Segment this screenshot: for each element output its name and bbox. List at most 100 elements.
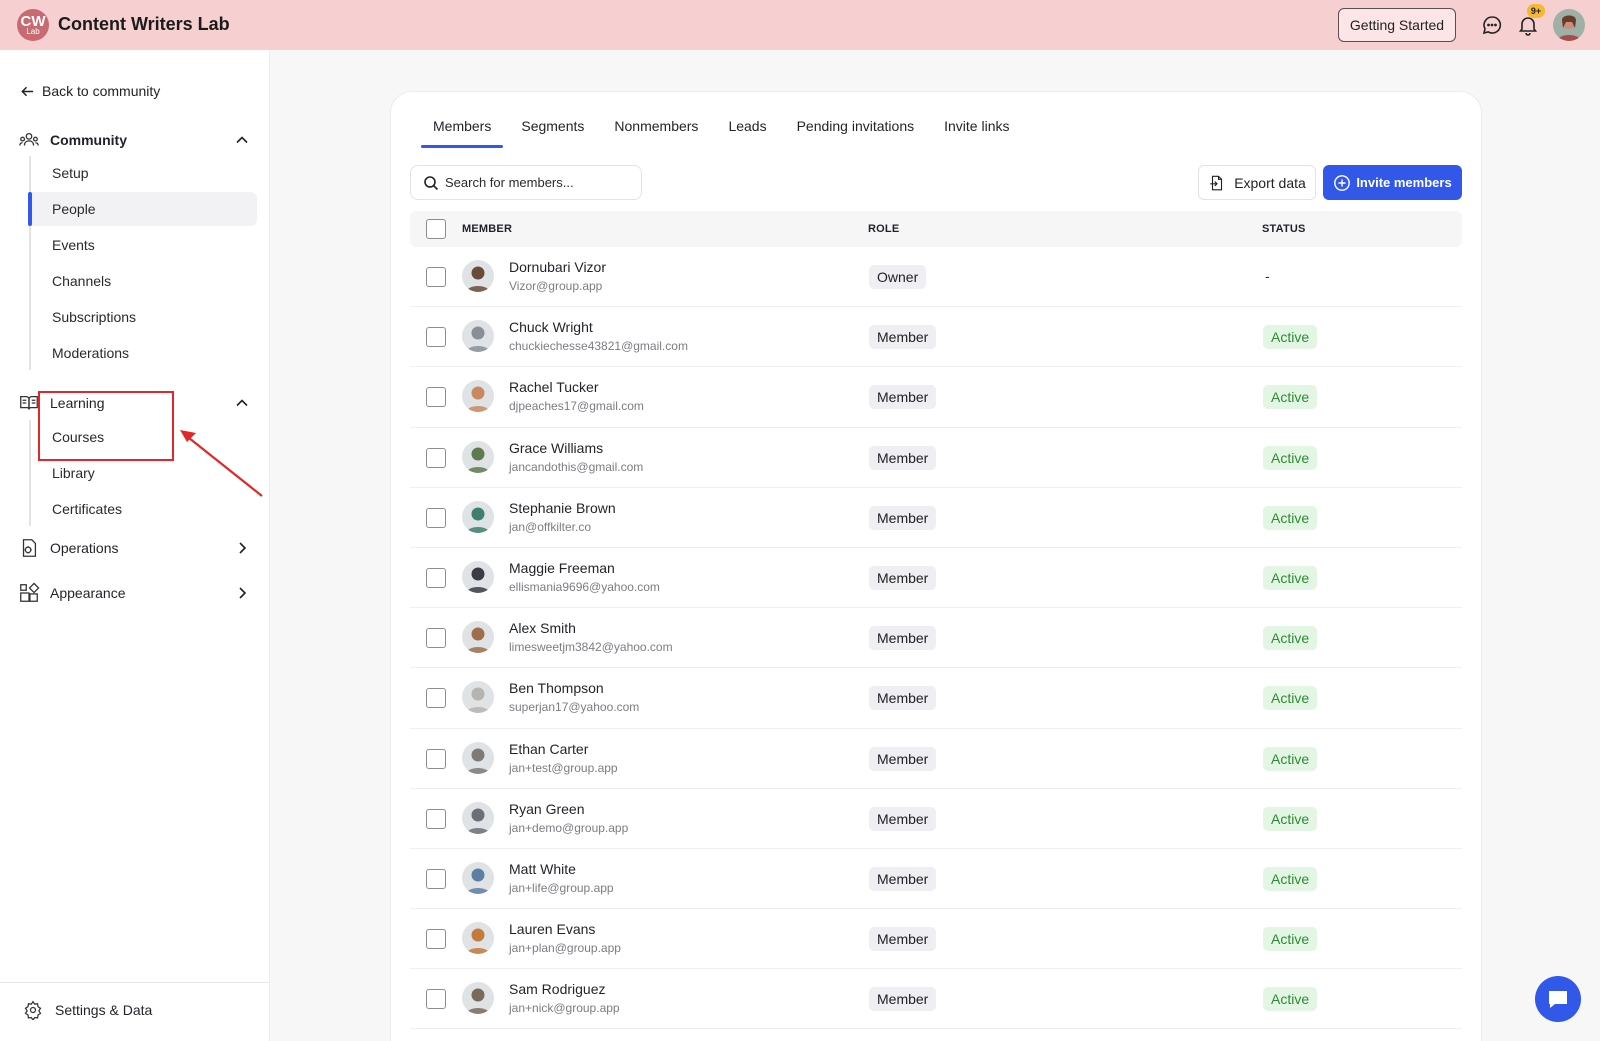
role-badge[interactable]: Member [869,686,937,711]
row-checkbox[interactable] [426,688,446,709]
role-badge[interactable]: Member [869,987,937,1012]
sidebar-item-subscriptions[interactable]: Subscriptions [52,309,137,325]
avatar[interactable] [462,741,494,774]
chevron-right-icon[interactable] [234,540,250,556]
invite-members-button[interactable]: Invite members [1323,165,1462,200]
table-row[interactable]: Maggie Freeman ellismania9696@yahoo.com … [410,548,1462,609]
col-header-role[interactable]: ROLE [868,223,900,235]
chat-icon[interactable] [1480,13,1504,37]
role-badge[interactable]: Member [869,385,937,410]
member-name[interactable]: Ben Thompson [509,680,604,697]
select-all-checkbox[interactable] [426,219,446,239]
row-checkbox[interactable] [426,507,446,528]
sidebar-section-community[interactable]: Community [18,127,250,153]
avatar[interactable] [462,982,494,1015]
sidebar-section-appearance[interactable]: Appearance [18,580,250,606]
member-name[interactable]: Stephanie Brown [509,499,616,516]
tab-nonmembers[interactable]: Nonmembers [614,118,699,134]
avatar[interactable] [462,681,494,714]
sidebar-item-events[interactable]: Events [52,237,95,253]
member-name[interactable]: Alex Smith [509,620,576,637]
avatar[interactable] [462,922,494,955]
table-row[interactable]: Lauren Evans jan+plan@group.app Member A… [410,909,1462,970]
row-checkbox[interactable] [426,989,446,1010]
search-input[interactable] [445,175,635,190]
table-row[interactable]: Stephanie Brown jan@offkilter.co Member … [410,488,1462,548]
avatar[interactable] [462,440,494,473]
avatar[interactable] [462,380,494,413]
avatar[interactable] [462,621,494,654]
role-badge[interactable]: Member [869,806,937,831]
chevron-right-icon[interactable] [234,585,250,601]
row-checkbox[interactable] [426,748,446,769]
tab-leads[interactable]: Leads [728,118,767,134]
role-badge[interactable]: Member [869,565,937,590]
table-row[interactable]: Rachel Tucker djpeaches17@gmail.com Memb… [410,367,1462,428]
role-badge[interactable]: Member [869,505,937,530]
col-header-status[interactable]: STATUS [1262,223,1306,235]
role-badge[interactable]: Owner [869,265,927,289]
member-name[interactable]: Ethan Carter [509,740,589,757]
sidebar-item-channels[interactable]: Channels [52,273,112,289]
table-row[interactable]: Sam Rodriguez jan+nick@group.app Member … [410,969,1462,1030]
app-title[interactable]: Content Writers Lab [58,14,230,34]
tab-pending-invitations[interactable]: Pending invitations [796,118,915,134]
sidebar-item-people[interactable]: People [31,192,257,226]
sidebar-item-courses[interactable]: Courses [52,429,105,445]
member-name[interactable]: Grace Williams [509,439,604,456]
export-data-button[interactable]: Export data [1198,165,1316,200]
member-name[interactable]: Sam Rodriguez [509,981,606,998]
member-name[interactable]: Lauren Evans [509,921,596,938]
app-logo[interactable]: CW Lab [17,9,49,41]
avatar[interactable] [462,500,494,533]
user-avatar[interactable] [1553,9,1585,41]
avatar[interactable] [462,320,494,353]
table-row[interactable]: Chuck Wright chuckiechesse43821@gmail.co… [410,307,1462,368]
avatar[interactable] [462,861,494,894]
member-name[interactable]: Rachel Tucker [509,379,599,396]
sidebar-item-library[interactable]: Library [52,465,95,481]
chevron-up-icon[interactable] [234,395,250,411]
tab-segments[interactable]: Segments [521,118,585,134]
row-checkbox[interactable] [426,929,446,950]
role-badge[interactable]: Member [869,626,937,651]
avatar[interactable] [462,560,494,593]
table-row[interactable]: Matt White jan+life@group.app Member Act… [410,849,1462,910]
table-row[interactable]: Ethan Carter jan+test@group.app Member A… [410,729,1462,789]
col-header-member[interactable]: MEMBER [462,223,513,235]
avatar[interactable] [462,801,494,834]
tab-members[interactable]: Members [421,118,504,148]
sidebar-item-setup[interactable]: Setup [52,165,89,181]
getting-started-button[interactable]: Getting Started [1338,8,1456,42]
member-name[interactable]: Matt White [509,860,576,877]
sidebar-section-learning[interactable]: Learning [18,390,250,416]
table-row[interactable]: Alex Smith limesweetjm3842@yahoo.com Mem… [410,608,1462,669]
table-row[interactable]: Ryan Green jan+demo@group.app Member Act… [410,789,1462,849]
table-row[interactable]: Ben Thompson superjan17@yahoo.com Member… [410,668,1462,729]
role-badge[interactable]: Member [869,445,937,470]
row-checkbox[interactable] [426,327,446,348]
sidebar-section-operations[interactable]: Operations [18,535,250,561]
row-checkbox[interactable] [426,628,446,649]
role-badge[interactable]: Member [869,866,937,891]
role-badge[interactable]: Member [869,746,937,771]
row-checkbox[interactable] [426,267,446,287]
row-checkbox[interactable] [426,387,446,408]
member-name[interactable]: Ryan Green [509,800,585,817]
member-name[interactable]: Maggie Freeman [509,559,615,576]
row-checkbox[interactable] [426,808,446,829]
row-checkbox[interactable] [426,567,446,588]
member-name[interactable]: Chuck Wright [509,319,593,336]
avatar[interactable] [462,260,494,292]
row-checkbox[interactable] [426,447,446,468]
table-row[interactable]: Dornubari Vizor Vizor@group.app Owner - [410,247,1462,308]
search-box[interactable] [410,165,642,200]
table-row[interactable]: Grace Williams jancandothis@gmail.com Me… [410,428,1462,488]
tab-invite-links[interactable]: Invite links [944,118,1010,134]
role-badge[interactable]: Member [869,325,937,350]
support-chat-button[interactable] [1535,976,1581,1022]
sidebar-item-certificates[interactable]: Certificates [52,501,123,517]
row-checkbox[interactable] [426,868,446,889]
role-badge[interactable]: Member [869,927,937,952]
chevron-up-icon[interactable] [234,132,250,148]
